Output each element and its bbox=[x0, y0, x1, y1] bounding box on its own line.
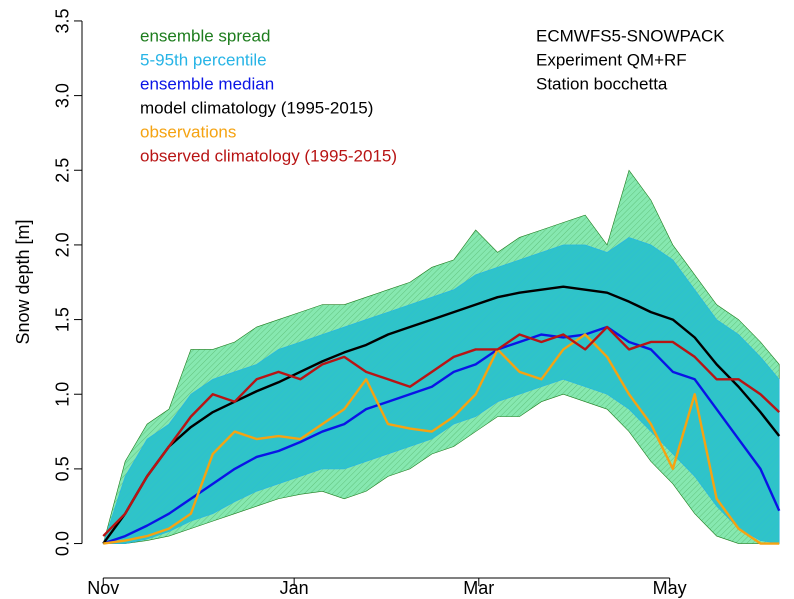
line bbox=[102, 325, 781, 545]
y-tick-label: 3.5 bbox=[53, 8, 73, 33]
annotation: Station bocchetta bbox=[536, 74, 668, 93]
y-tick-label: 2.5 bbox=[53, 158, 73, 183]
annotation: Experiment QM+RF bbox=[536, 50, 687, 69]
line bbox=[102, 285, 781, 545]
y-tick-label: 1.5 bbox=[53, 307, 73, 332]
legend-entry: ensemble median bbox=[140, 74, 274, 93]
legend-entry: model climatology (1995-2015) bbox=[140, 98, 373, 117]
legend-entry: observations bbox=[140, 122, 236, 141]
legend-entry: 5-95th percentile bbox=[140, 50, 267, 69]
x-tick-label: Mar bbox=[463, 578, 494, 598]
y-tick-label: 2.0 bbox=[53, 232, 73, 257]
y-tick-label: 1.0 bbox=[53, 382, 73, 407]
x-tick-label: Jan bbox=[280, 578, 309, 598]
legend-entry: observed climatology (1995-2015) bbox=[140, 146, 397, 165]
band bbox=[102, 237, 780, 544]
legend-entry: ensemble spread bbox=[140, 26, 270, 45]
line bbox=[102, 325, 781, 537]
x-tick-label: May bbox=[653, 578, 687, 598]
y-axis-label: Snow depth [m] bbox=[13, 219, 33, 344]
line bbox=[103, 333, 780, 545]
y-tick-label: 0.5 bbox=[53, 456, 73, 481]
x-tick-label: Nov bbox=[87, 578, 119, 598]
annotation: ECMWFS5-SNOWPACK bbox=[536, 26, 725, 45]
y-tick-label: 0.0 bbox=[53, 531, 73, 556]
y-tick-label: 3.0 bbox=[53, 83, 73, 108]
